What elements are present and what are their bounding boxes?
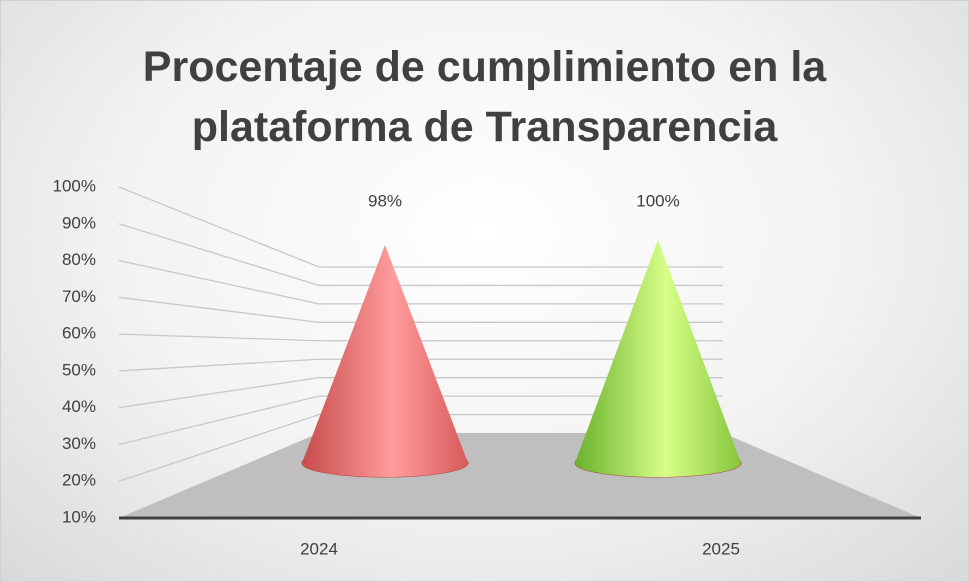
y-tick-label: 40% <box>62 397 96 416</box>
data-label: 100% <box>636 191 679 210</box>
grid-line <box>118 413 723 482</box>
y-tick-label: 20% <box>62 471 96 490</box>
data-label: 98% <box>368 191 402 210</box>
y-tick-label: 60% <box>62 324 96 343</box>
y-tick-label: 50% <box>62 360 96 379</box>
x-tick-label: 2025 <box>702 539 740 558</box>
grid-line <box>118 333 723 342</box>
grid-line <box>118 358 723 372</box>
grid-line <box>118 259 723 305</box>
grid-line <box>118 395 723 446</box>
y-tick-label: 10% <box>62 507 96 526</box>
cone <box>574 240 742 478</box>
y-tick-label: 90% <box>62 213 96 232</box>
y-tick-label: 70% <box>62 287 96 306</box>
grid-line <box>118 186 723 268</box>
floor <box>119 433 921 518</box>
y-tick-label: 80% <box>62 250 96 269</box>
grid-line <box>118 223 723 287</box>
y-tick-label: 30% <box>62 434 96 453</box>
grid-line <box>118 377 723 409</box>
cone <box>301 244 469 478</box>
cone-body <box>575 240 741 477</box>
x-tick-label: 2024 <box>300 539 338 558</box>
chart-title: Procentaje de cumplimiento en la platafo… <box>142 43 827 151</box>
cone-body <box>302 244 468 477</box>
y-tick-label: 100% <box>53 176 96 195</box>
grid-line <box>118 296 723 323</box>
